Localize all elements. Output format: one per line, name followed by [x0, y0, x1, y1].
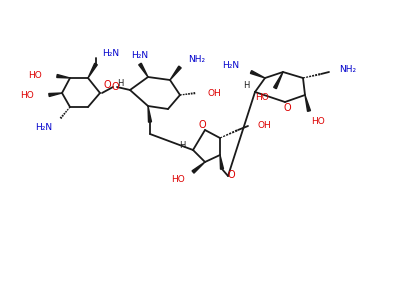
Polygon shape — [49, 93, 62, 97]
Polygon shape — [192, 162, 205, 173]
Text: HO: HO — [28, 71, 42, 80]
Text: O: O — [104, 80, 112, 90]
Polygon shape — [88, 63, 97, 78]
Text: H₂N: H₂N — [102, 50, 119, 58]
Text: O: O — [198, 120, 206, 130]
Text: O: O — [111, 82, 119, 92]
Text: O: O — [283, 103, 291, 113]
Polygon shape — [148, 106, 152, 122]
Text: H: H — [117, 80, 123, 88]
Text: H₂N: H₂N — [222, 61, 239, 70]
Text: H₂N: H₂N — [35, 122, 52, 131]
Text: H: H — [179, 142, 185, 151]
Text: HO: HO — [311, 116, 325, 125]
Text: H₂N: H₂N — [132, 50, 148, 59]
Text: H: H — [243, 82, 249, 91]
Text: HO: HO — [20, 91, 34, 100]
Polygon shape — [57, 74, 70, 78]
Polygon shape — [220, 155, 224, 169]
Text: NH₂: NH₂ — [339, 65, 356, 74]
Text: OH: OH — [208, 88, 222, 98]
Polygon shape — [139, 63, 148, 77]
Text: NH₂: NH₂ — [188, 56, 205, 64]
Polygon shape — [250, 70, 265, 78]
Text: OH: OH — [257, 122, 271, 130]
Polygon shape — [170, 66, 181, 80]
Text: O: O — [228, 170, 236, 180]
Polygon shape — [305, 95, 310, 111]
Polygon shape — [274, 72, 283, 89]
Text: HO: HO — [255, 94, 269, 103]
Text: HO: HO — [171, 176, 185, 184]
